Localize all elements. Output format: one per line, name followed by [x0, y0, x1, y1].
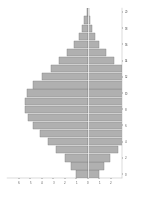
Bar [74, 41, 88, 48]
Bar [88, 73, 131, 81]
Bar [88, 57, 114, 64]
Bar [48, 138, 88, 145]
Bar [40, 130, 88, 137]
Bar [27, 89, 88, 97]
Bar [67, 49, 88, 56]
Bar [76, 170, 88, 178]
Bar [82, 25, 88, 32]
Bar [88, 162, 104, 170]
Bar [33, 81, 88, 89]
Bar [88, 106, 149, 113]
Bar [42, 73, 88, 81]
Bar [88, 130, 134, 137]
Bar [88, 16, 90, 24]
Bar [88, 33, 95, 40]
Bar [87, 8, 88, 16]
Bar [51, 65, 88, 72]
Bar [88, 114, 145, 121]
Bar [88, 65, 122, 72]
Bar [88, 154, 110, 162]
Bar [88, 89, 147, 97]
Bar [25, 106, 88, 113]
Bar [88, 81, 141, 89]
Bar [88, 138, 126, 145]
Bar [88, 25, 92, 32]
Bar [28, 114, 88, 121]
Bar [25, 98, 88, 105]
Bar [88, 122, 141, 129]
Bar [65, 154, 88, 162]
Bar [88, 8, 89, 16]
Bar [59, 57, 88, 64]
Bar [88, 98, 149, 105]
Bar [56, 146, 88, 153]
Bar [88, 41, 99, 48]
Bar [84, 16, 88, 24]
Bar [71, 162, 88, 170]
Bar [33, 122, 88, 129]
Bar [88, 170, 99, 178]
Bar [88, 49, 106, 56]
Bar [88, 146, 118, 153]
Bar [79, 33, 88, 40]
